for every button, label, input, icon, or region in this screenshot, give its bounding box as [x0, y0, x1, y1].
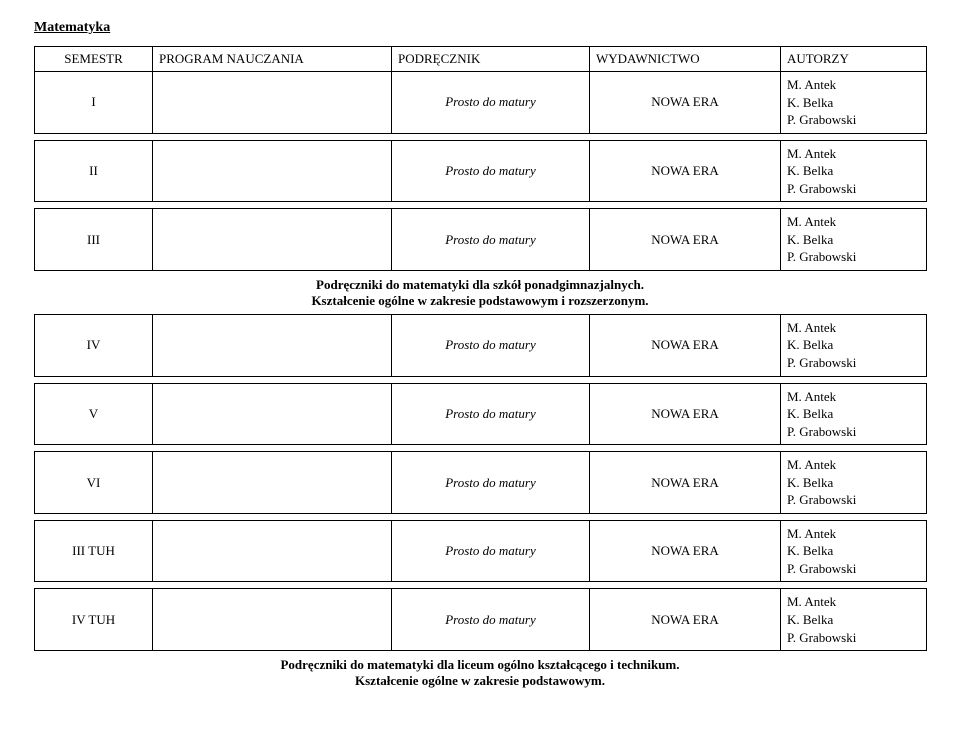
- author-line: K. Belka: [787, 405, 920, 423]
- author-line: K. Belka: [787, 611, 920, 629]
- author-line: M. Antek: [787, 388, 920, 406]
- cell-program: [153, 209, 392, 271]
- cell-textbook: Prosto do matury: [392, 314, 590, 376]
- note-2-line-1: Podręczniki do matematyki dla liceum ogó…: [34, 657, 926, 673]
- note-1: Podręczniki do matematyki dla szkół pona…: [34, 277, 926, 309]
- table-row: IV TUHProsto do maturyNOWA ERAM. AntekK.…: [34, 588, 927, 651]
- header-row: SEMESTR PROGRAM NAUCZANIA PODRĘCZNIK WYD…: [35, 47, 927, 72]
- cell-publisher: NOWA ERA: [590, 520, 781, 582]
- cell-program: [153, 589, 392, 651]
- author-line: P. Grabowski: [787, 629, 920, 647]
- cell-publisher: NOWA ERA: [590, 383, 781, 445]
- col-semester: SEMESTR: [35, 47, 153, 72]
- cell-publisher: NOWA ERA: [590, 452, 781, 514]
- author-line: P. Grabowski: [787, 560, 920, 578]
- author-line: M. Antek: [787, 593, 920, 611]
- cell-publisher: NOWA ERA: [590, 72, 781, 134]
- author-line: K. Belka: [787, 94, 920, 112]
- cell-authors: M. AntekK. BelkaP. Grabowski: [781, 209, 927, 271]
- author-line: P. Grabowski: [787, 491, 920, 509]
- table-row: VProsto do maturyNOWA ERAM. AntekK. Belk…: [34, 383, 927, 446]
- author-line: M. Antek: [787, 213, 920, 231]
- table-row: IProsto do maturyNOWA ERAM. AntekK. Belk…: [34, 71, 927, 134]
- author-line: K. Belka: [787, 162, 920, 180]
- cell-authors: M. AntekK. BelkaP. Grabowski: [781, 383, 927, 445]
- author-line: M. Antek: [787, 456, 920, 474]
- author-line: P. Grabowski: [787, 180, 920, 198]
- note-1-line-1: Podręczniki do matematyki dla szkół pona…: [34, 277, 926, 293]
- cell-program: [153, 314, 392, 376]
- author-line: M. Antek: [787, 145, 920, 163]
- author-line: P. Grabowski: [787, 248, 920, 266]
- cell-semester: IV: [35, 314, 153, 376]
- author-line: K. Belka: [787, 474, 920, 492]
- author-line: M. Antek: [787, 76, 920, 94]
- note-2: Podręczniki do matematyki dla liceum ogó…: [34, 657, 926, 689]
- cell-authors: M. AntekK. BelkaP. Grabowski: [781, 589, 927, 651]
- cell-semester: III TUH: [35, 520, 153, 582]
- cell-textbook: Prosto do matury: [392, 383, 590, 445]
- author-line: K. Belka: [787, 336, 920, 354]
- author-line: P. Grabowski: [787, 111, 920, 129]
- cell-semester: I: [35, 72, 153, 134]
- col-program: PROGRAM NAUCZANIA: [153, 47, 392, 72]
- cell-program: [153, 452, 392, 514]
- cell-publisher: NOWA ERA: [590, 314, 781, 376]
- rows-group-2: IVProsto do maturyNOWA ERAM. AntekK. Bel…: [34, 314, 926, 651]
- cell-semester: III: [35, 209, 153, 271]
- cell-semester: IV TUH: [35, 589, 153, 651]
- note-2-line-2: Kształcenie ogólne w zakresie podstawowy…: [34, 673, 926, 689]
- table-row: VIProsto do maturyNOWA ERAM. AntekK. Bel…: [34, 451, 927, 514]
- cell-textbook: Prosto do matury: [392, 140, 590, 202]
- cell-publisher: NOWA ERA: [590, 589, 781, 651]
- author-line: P. Grabowski: [787, 423, 920, 441]
- col-publisher: WYDAWNICTWO: [590, 47, 781, 72]
- author-line: M. Antek: [787, 319, 920, 337]
- cell-program: [153, 140, 392, 202]
- author-line: K. Belka: [787, 542, 920, 560]
- cell-textbook: Prosto do matury: [392, 72, 590, 134]
- note-1-line-2: Kształcenie ogólne w zakresie podstawowy…: [34, 293, 926, 309]
- cell-program: [153, 383, 392, 445]
- cell-program: [153, 520, 392, 582]
- author-line: P. Grabowski: [787, 354, 920, 372]
- cell-publisher: NOWA ERA: [590, 140, 781, 202]
- table-row: IVProsto do maturyNOWA ERAM. AntekK. Bel…: [34, 314, 927, 377]
- rows-group-1: IProsto do maturyNOWA ERAM. AntekK. Belk…: [34, 71, 926, 271]
- table-row: IIProsto do maturyNOWA ERAM. AntekK. Bel…: [34, 140, 927, 203]
- cell-semester: II: [35, 140, 153, 202]
- cell-authors: M. AntekK. BelkaP. Grabowski: [781, 452, 927, 514]
- cell-authors: M. AntekK. BelkaP. Grabowski: [781, 520, 927, 582]
- cell-textbook: Prosto do matury: [392, 209, 590, 271]
- table-row: III TUHProsto do maturyNOWA ERAM. AntekK…: [34, 520, 927, 583]
- cell-authors: M. AntekK. BelkaP. Grabowski: [781, 72, 927, 134]
- author-line: M. Antek: [787, 525, 920, 543]
- table-header: SEMESTR PROGRAM NAUCZANIA PODRĘCZNIK WYD…: [34, 46, 927, 72]
- cell-textbook: Prosto do matury: [392, 520, 590, 582]
- cell-authors: M. AntekK. BelkaP. Grabowski: [781, 314, 927, 376]
- author-line: K. Belka: [787, 231, 920, 249]
- cell-textbook: Prosto do matury: [392, 589, 590, 651]
- cell-semester: VI: [35, 452, 153, 514]
- cell-authors: M. AntekK. BelkaP. Grabowski: [781, 140, 927, 202]
- cell-semester: V: [35, 383, 153, 445]
- page: Matematyka SEMESTR PROGRAM NAUCZANIA POD…: [0, 0, 960, 735]
- table-row: IIIProsto do maturyNOWA ERAM. AntekK. Be…: [34, 208, 927, 271]
- cell-publisher: NOWA ERA: [590, 209, 781, 271]
- cell-textbook: Prosto do matury: [392, 452, 590, 514]
- col-authors: AUTORZY: [781, 47, 927, 72]
- subject-title: Matematyka: [34, 20, 926, 36]
- col-textbook: PODRĘCZNIK: [392, 47, 590, 72]
- cell-program: [153, 72, 392, 134]
